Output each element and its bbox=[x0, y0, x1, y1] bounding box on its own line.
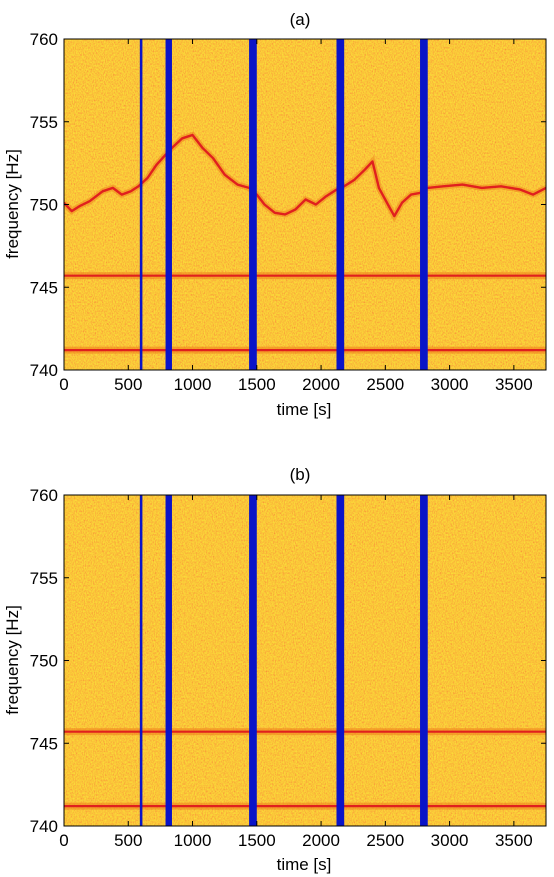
x-tick-label: 0 bbox=[59, 831, 68, 850]
panel-b-title: (b) bbox=[290, 465, 311, 484]
data-gap bbox=[249, 39, 257, 370]
panel-b-noise-texture bbox=[64, 495, 546, 826]
x-tick-label: 3000 bbox=[431, 375, 469, 394]
y-tick-label: 740 bbox=[30, 361, 58, 380]
data-gap bbox=[165, 39, 172, 370]
panel-a-x-axis-label: time [s] bbox=[277, 400, 332, 419]
x-tick-label: 1500 bbox=[238, 375, 276, 394]
x-tick-label: 3500 bbox=[495, 831, 533, 850]
y-tick-label: 755 bbox=[30, 569, 58, 588]
y-tick-label: 760 bbox=[30, 30, 58, 49]
data-gap bbox=[249, 495, 257, 826]
data-gap bbox=[139, 495, 143, 826]
data-gap bbox=[420, 495, 428, 826]
x-tick-label: 1500 bbox=[238, 831, 276, 850]
x-tick-label: 2000 bbox=[302, 375, 340, 394]
panel-b: (b) 0 500 1000 1500 2000 2500 3000 3500 7407457… bbox=[3, 465, 547, 874]
x-tick-label: 3500 bbox=[495, 375, 533, 394]
y-tick-label: 745 bbox=[30, 734, 58, 753]
data-gap bbox=[336, 39, 345, 370]
x-tick-label: 2000 bbox=[302, 831, 340, 850]
y-tick-label: 750 bbox=[30, 196, 58, 215]
panel-a-y-axis: 740 745 750 755 760 bbox=[30, 30, 546, 380]
panel-b-y-axis-label: frequency [Hz] bbox=[3, 605, 22, 715]
panel-a-plot-area bbox=[63, 38, 547, 371]
panel-a-noise-texture bbox=[64, 39, 546, 370]
y-tick-label: 755 bbox=[30, 113, 58, 132]
panel-a-title: (a) bbox=[290, 10, 311, 29]
x-tick-label: 2500 bbox=[366, 831, 404, 850]
y-tick-label: 745 bbox=[30, 278, 58, 297]
panel-b-y-axis: 740 745 750 755 760 bbox=[30, 486, 546, 836]
panel-a-y-axis-label: frequency [Hz] bbox=[3, 149, 22, 259]
data-gap bbox=[165, 495, 172, 826]
panel-a: (a) 0 500 1000 1500 2000 2500 3000 3500 7407457… bbox=[3, 10, 547, 419]
x-tick-label: 500 bbox=[114, 375, 142, 394]
x-tick-label: 1000 bbox=[174, 831, 212, 850]
x-tick-label: 0 bbox=[59, 375, 68, 394]
x-tick-label: 1000 bbox=[174, 375, 212, 394]
y-tick-label: 760 bbox=[30, 486, 58, 505]
x-tick-label: 2500 bbox=[366, 375, 404, 394]
x-tick-label: 500 bbox=[114, 831, 142, 850]
data-gap bbox=[336, 495, 345, 826]
panel-b-x-axis: 0 500 1000 1500 2000 2500 3000 3500 bbox=[59, 495, 533, 850]
y-tick-label: 740 bbox=[30, 817, 58, 836]
panel-b-x-axis-label: time [s] bbox=[277, 855, 332, 874]
data-gap bbox=[420, 39, 428, 370]
y-tick-label: 750 bbox=[30, 652, 58, 671]
panel-b-plot-area bbox=[63, 494, 547, 827]
panel-a-x-axis: 0 500 1000 1500 2000 2500 3000 3500 bbox=[59, 39, 533, 394]
data-gap bbox=[139, 39, 143, 370]
x-tick-label: 3000 bbox=[431, 831, 469, 850]
